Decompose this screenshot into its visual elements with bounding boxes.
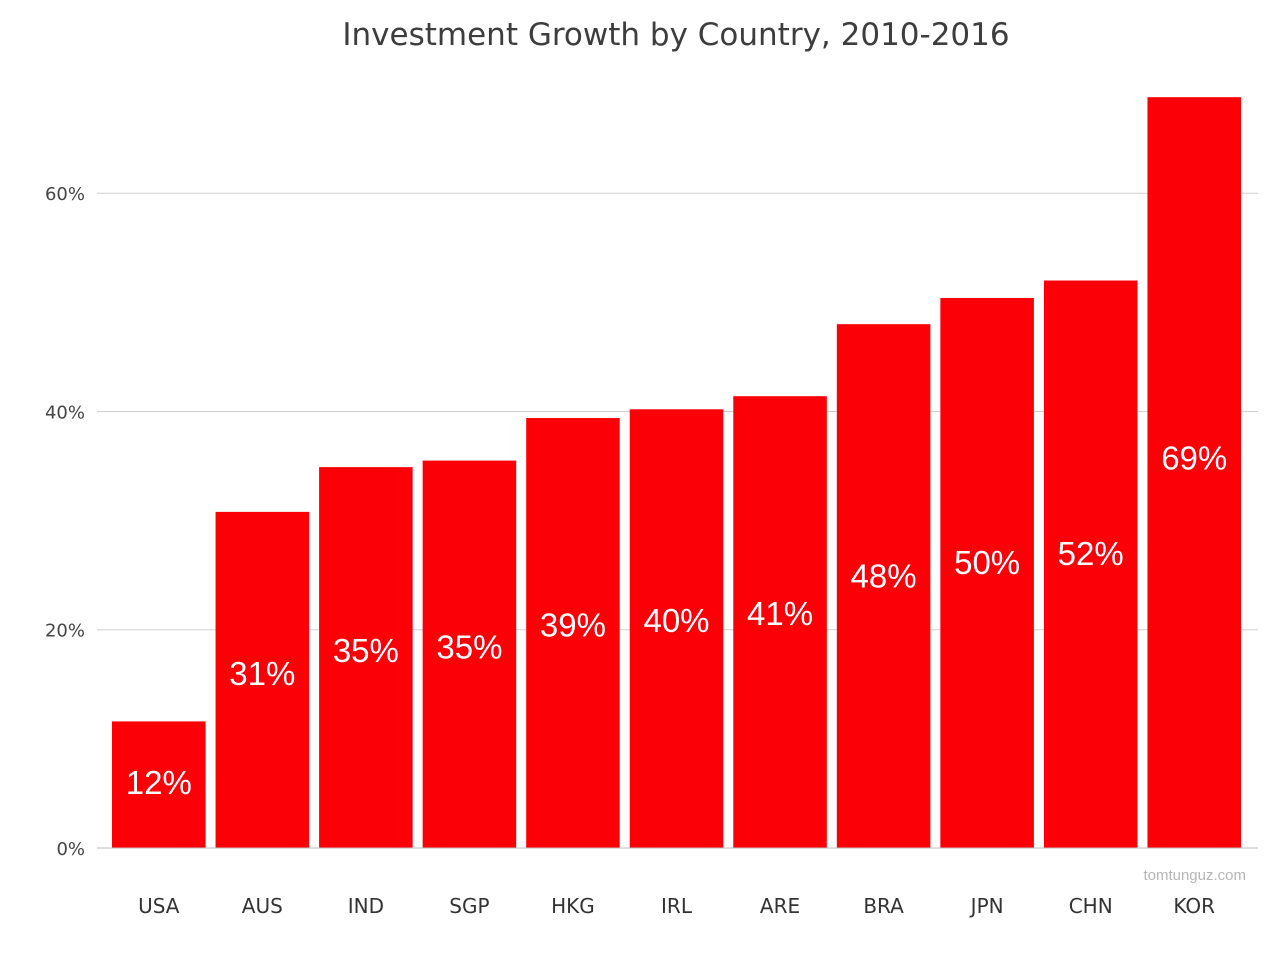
x-tick-label: HKG xyxy=(551,894,595,918)
bar-value-label: 31% xyxy=(229,655,295,692)
bar-aus xyxy=(215,511,310,848)
y-tick-label: 0% xyxy=(56,839,85,860)
bar-usa xyxy=(112,721,206,848)
x-tick-label: IND xyxy=(348,894,384,918)
bar-hkg xyxy=(526,418,620,848)
bar-sgp xyxy=(422,460,517,848)
x-tick-label: CHN xyxy=(1069,894,1113,918)
bar-ind xyxy=(319,467,413,848)
bar-value-label: 35% xyxy=(436,629,502,666)
chart-title: Investment Growth by Country, 2010-2016 xyxy=(342,17,1009,53)
y-tick-label: 40% xyxy=(45,402,85,423)
x-tick-label: JPN xyxy=(969,894,1004,918)
bar-value-label: 50% xyxy=(954,544,1020,581)
x-axis: USA AUS IND SGP HKG IRL ARE BRA JPN CHN KOR xyxy=(138,894,1215,918)
x-tick-label: BRA xyxy=(863,894,904,918)
y-axis: 0% 20% 40% 60% xyxy=(45,184,85,860)
bar-value-label: 12% xyxy=(126,764,192,801)
y-tick-label: 60% xyxy=(45,184,85,205)
bar-value-label: 41% xyxy=(747,595,813,632)
bar-value-label: 52% xyxy=(1058,535,1124,572)
bar-bra xyxy=(836,324,931,848)
x-tick-label: ARE xyxy=(760,894,800,918)
x-tick-label: AUS xyxy=(242,894,283,918)
bar-value-label: 35% xyxy=(333,632,399,669)
bar-value-label: 39% xyxy=(540,606,606,643)
y-tick-label: 20% xyxy=(45,621,85,642)
bar-kor xyxy=(1147,97,1241,848)
bar-value-label: 48% xyxy=(851,558,917,595)
bar-are xyxy=(733,396,827,848)
bar-irl xyxy=(629,409,724,848)
watermark-text: tomtunguz.com xyxy=(1143,867,1246,884)
bar-value-label: 40% xyxy=(643,602,709,639)
bars: 12% 31% 35% 35% 39% 40% 41% 48% 50% 52% 69% xyxy=(112,97,1241,848)
x-tick-label: KOR xyxy=(1173,894,1215,918)
x-tick-label: USA xyxy=(138,894,180,918)
bar-value-label: 69% xyxy=(1161,440,1227,477)
x-tick-label: IRL xyxy=(661,894,693,918)
bar-chn xyxy=(1043,280,1138,848)
bar-jpn xyxy=(940,297,1034,848)
x-tick-label: SGP xyxy=(449,894,489,918)
